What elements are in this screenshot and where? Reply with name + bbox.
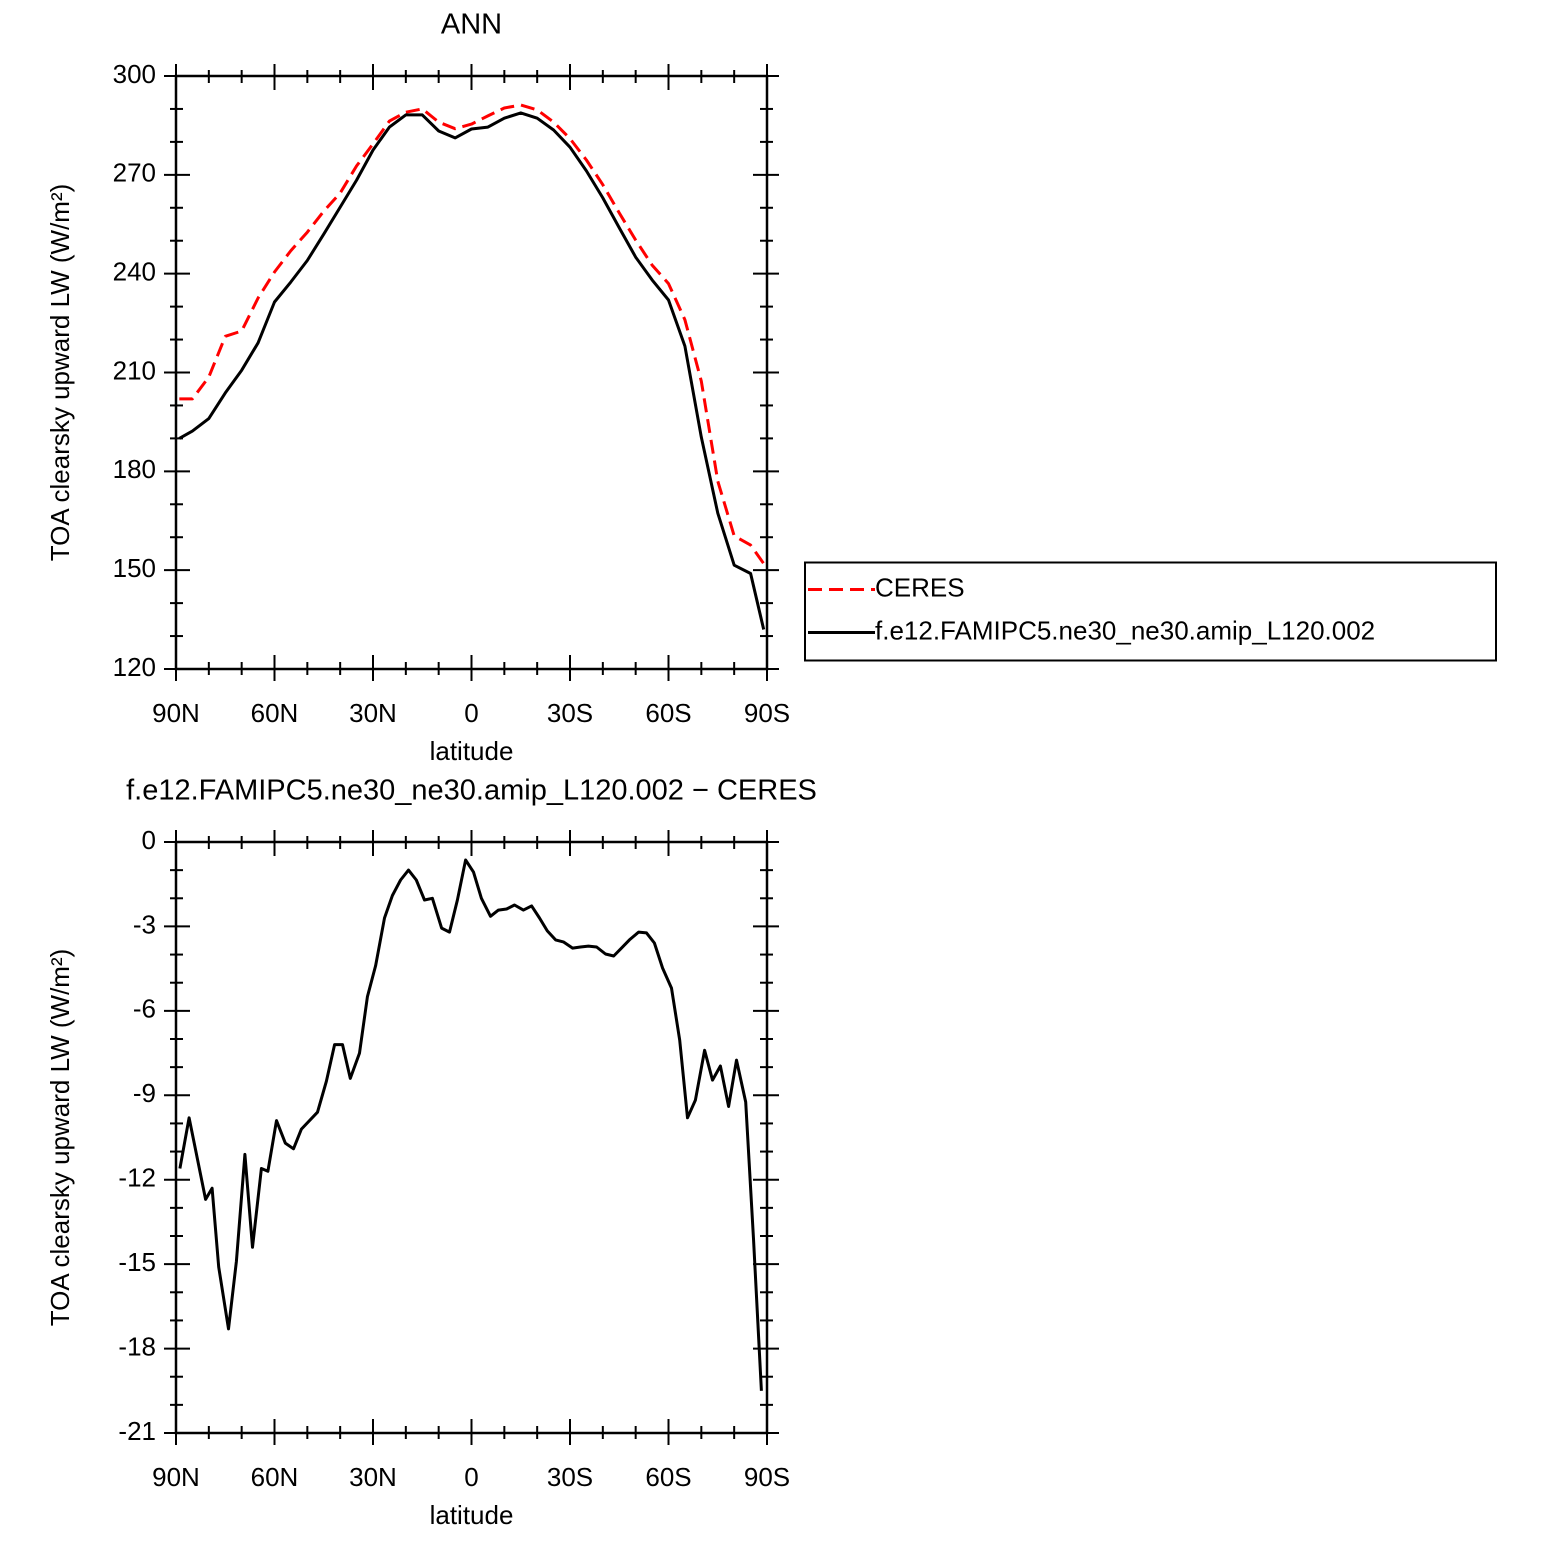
- y-tick-label: -9: [133, 1078, 156, 1108]
- x-tick-label: 60S: [645, 1462, 691, 1492]
- x-tick-label: 0: [464, 1462, 478, 1492]
- y-tick-label: -21: [118, 1416, 156, 1446]
- x-tick-label: 60N: [251, 1462, 299, 1492]
- data-line: [178, 858, 763, 1391]
- x-tick-label: 30S: [547, 1462, 593, 1492]
- x-axis-label: latitude: [430, 736, 514, 766]
- x-tick-label: 60S: [645, 698, 691, 728]
- x-tick-label: 30N: [349, 698, 397, 728]
- y-tick-label: 0: [142, 825, 156, 855]
- y-tick-label: 240: [113, 257, 156, 287]
- y-tick-label: 270: [113, 158, 156, 188]
- y-tick-label: -3: [133, 909, 156, 939]
- chart-title: f.e12.FAMIPC5.ne30_ne30.amip_L120.002 − …: [126, 775, 817, 807]
- x-tick-label: 90S: [744, 698, 790, 728]
- y-tick-label: -15: [118, 1247, 156, 1277]
- y-tick-label: -6: [133, 994, 156, 1024]
- x-tick-label: 30S: [547, 698, 593, 728]
- chart-title: ANN: [441, 9, 502, 41]
- y-tick-label: 150: [113, 553, 156, 583]
- legend-box: [804, 561, 1497, 662]
- y-axis-label: TOA clearsky upward LW (W/m²): [45, 949, 75, 1327]
- x-tick-label: 90S: [744, 1462, 790, 1492]
- data-line: [179, 103, 765, 565]
- y-tick-label: -12: [118, 1163, 156, 1193]
- x-tick-label: 60N: [251, 698, 299, 728]
- x-tick-label: 30N: [349, 1462, 397, 1492]
- x-tick-label: 90N: [152, 698, 200, 728]
- legend-label: CERES: [875, 572, 965, 602]
- y-tick-label: -18: [118, 1331, 156, 1361]
- y-tick-label: 210: [113, 355, 156, 385]
- x-tick-label: 0: [464, 698, 478, 728]
- y-tick-label: 180: [113, 454, 156, 484]
- y-axis-label: TOA clearsky upward LW (W/m²): [45, 184, 75, 562]
- data-line: [178, 111, 766, 630]
- y-tick-label: 120: [113, 652, 156, 682]
- x-axis-label: latitude: [430, 1500, 514, 1530]
- plot-frame: [174, 840, 769, 1435]
- legend-label: f.e12.FAMIPC5.ne30_ne30.amip_L120.002: [875, 615, 1375, 645]
- x-tick-label: 90N: [152, 1462, 200, 1492]
- plot-frame: [174, 74, 769, 671]
- y-tick-label: 300: [113, 59, 156, 89]
